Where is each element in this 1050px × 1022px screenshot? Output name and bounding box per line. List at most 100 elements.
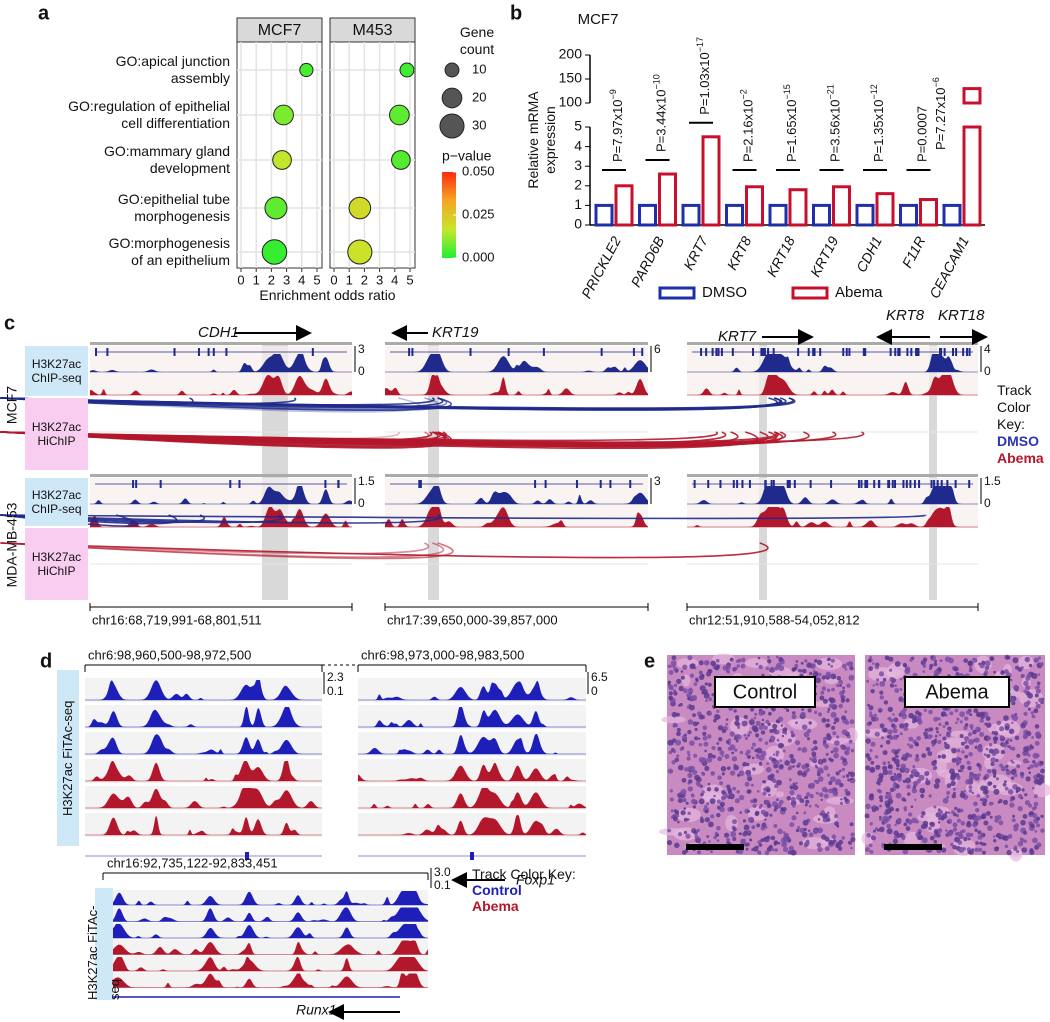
- exon: [411, 348, 414, 356]
- nucleus: [687, 811, 691, 815]
- nucleus: [792, 804, 796, 808]
- nucleus: [781, 841, 787, 848]
- exon: [764, 480, 767, 488]
- nucleus: [896, 734, 899, 738]
- nucleus: [757, 840, 762, 845]
- nucleus: [1034, 686, 1038, 689]
- signal-track: [85, 788, 322, 808]
- bar: [745, 185, 764, 227]
- nucleus: [875, 665, 879, 670]
- nucleus: [901, 836, 906, 841]
- exon: [95, 348, 98, 356]
- nucleus: [1024, 793, 1028, 797]
- nucleus: [830, 750, 834, 754]
- track-label: H3K27ac ChIP-seq: [25, 478, 88, 526]
- nucleus: [1014, 735, 1020, 741]
- coordinates: chr6:98,973,000-98,983,500: [361, 647, 524, 662]
- nucleus: [965, 723, 969, 727]
- nucleus: [698, 670, 703, 675]
- signal-track: [103, 973, 428, 988]
- nucleus: [666, 840, 673, 846]
- nucleus: [983, 785, 988, 791]
- scale-label: 2.3: [327, 670, 344, 684]
- nucleus: [1034, 794, 1038, 799]
- nucleus: [673, 691, 678, 696]
- nucleus: [1007, 834, 1013, 839]
- nucleus: [894, 758, 900, 765]
- nucleus: [778, 716, 784, 722]
- nucleus: [1017, 806, 1023, 812]
- signal-track: [385, 486, 648, 504]
- nucleus: [755, 754, 761, 759]
- nucleus: [717, 805, 721, 810]
- nucleus: [975, 841, 979, 845]
- nucleus: [799, 798, 805, 804]
- coordinates: chr6:98,960,500-98,972,500: [88, 647, 251, 662]
- x-tick-label: PARD6B: [627, 234, 667, 290]
- track-bg: [358, 759, 586, 783]
- nucleus: [705, 699, 708, 702]
- size-legend-label: 20: [472, 89, 486, 104]
- nucleus: [865, 803, 871, 810]
- nucleus: [875, 682, 879, 686]
- nucleus: [909, 658, 913, 662]
- nucleus: [996, 720, 1002, 726]
- nucleus: [681, 850, 687, 855]
- nucleus: [887, 764, 893, 769]
- nucleus: [830, 776, 836, 783]
- nucleus: [683, 830, 688, 835]
- loop-arc: [0, 397, 421, 413]
- nucleus: [945, 811, 948, 815]
- nucleus: [1029, 764, 1034, 769]
- nucleus: [950, 775, 956, 781]
- nucleus: [920, 824, 926, 830]
- bar-upper: [962, 87, 982, 105]
- nucleus: [674, 842, 680, 849]
- nucleus: [900, 763, 906, 770]
- nucleus: [737, 726, 740, 729]
- nucleus: [995, 846, 1000, 850]
- nucleus: [816, 842, 822, 848]
- nucleus: [718, 737, 723, 742]
- nucleus: [849, 719, 855, 725]
- nucleus: [744, 736, 749, 741]
- nucleus: [879, 723, 885, 729]
- nucleus: [720, 766, 727, 772]
- nucleus: [924, 728, 928, 732]
- nucleus: [703, 692, 710, 699]
- exon: [905, 480, 908, 488]
- nucleus: [835, 841, 842, 848]
- facet-title: M453: [352, 22, 392, 39]
- nucleus: [870, 741, 876, 747]
- nucleus: [687, 729, 692, 735]
- nucleus: [773, 824, 778, 828]
- nucleus: [999, 726, 1005, 732]
- track-label: H3K27ac HiChIP: [25, 398, 88, 470]
- nucleus: [669, 686, 674, 691]
- y-axis-title: Relative mRMA expression: [525, 91, 558, 189]
- nucleus: [692, 721, 698, 727]
- nucleus: [885, 739, 891, 745]
- x-tick-label: 1: [346, 272, 353, 287]
- nucleus: [946, 783, 952, 789]
- nucleus: [1000, 749, 1006, 755]
- nucleus: [895, 792, 902, 799]
- nucleus: [680, 788, 687, 795]
- nucleus: [749, 719, 755, 726]
- nucleus: [729, 657, 734, 662]
- coordinates: chr16:68,719,991-68,801,511: [92, 612, 262, 627]
- nucleus: [1028, 803, 1033, 808]
- nucleus: [908, 753, 913, 758]
- nucleus: [683, 817, 688, 822]
- nucleus: [916, 715, 922, 722]
- nucleus: [912, 785, 917, 789]
- colorbar-label: 0.025: [462, 206, 495, 221]
- nucleus: [1039, 662, 1044, 667]
- nucleus: [1005, 740, 1009, 745]
- nucleus: [790, 730, 794, 735]
- exon: [106, 348, 109, 356]
- nucleus: [986, 811, 991, 816]
- nucleus: [921, 753, 927, 758]
- nucleus: [893, 781, 897, 785]
- nucleus: [792, 765, 795, 768]
